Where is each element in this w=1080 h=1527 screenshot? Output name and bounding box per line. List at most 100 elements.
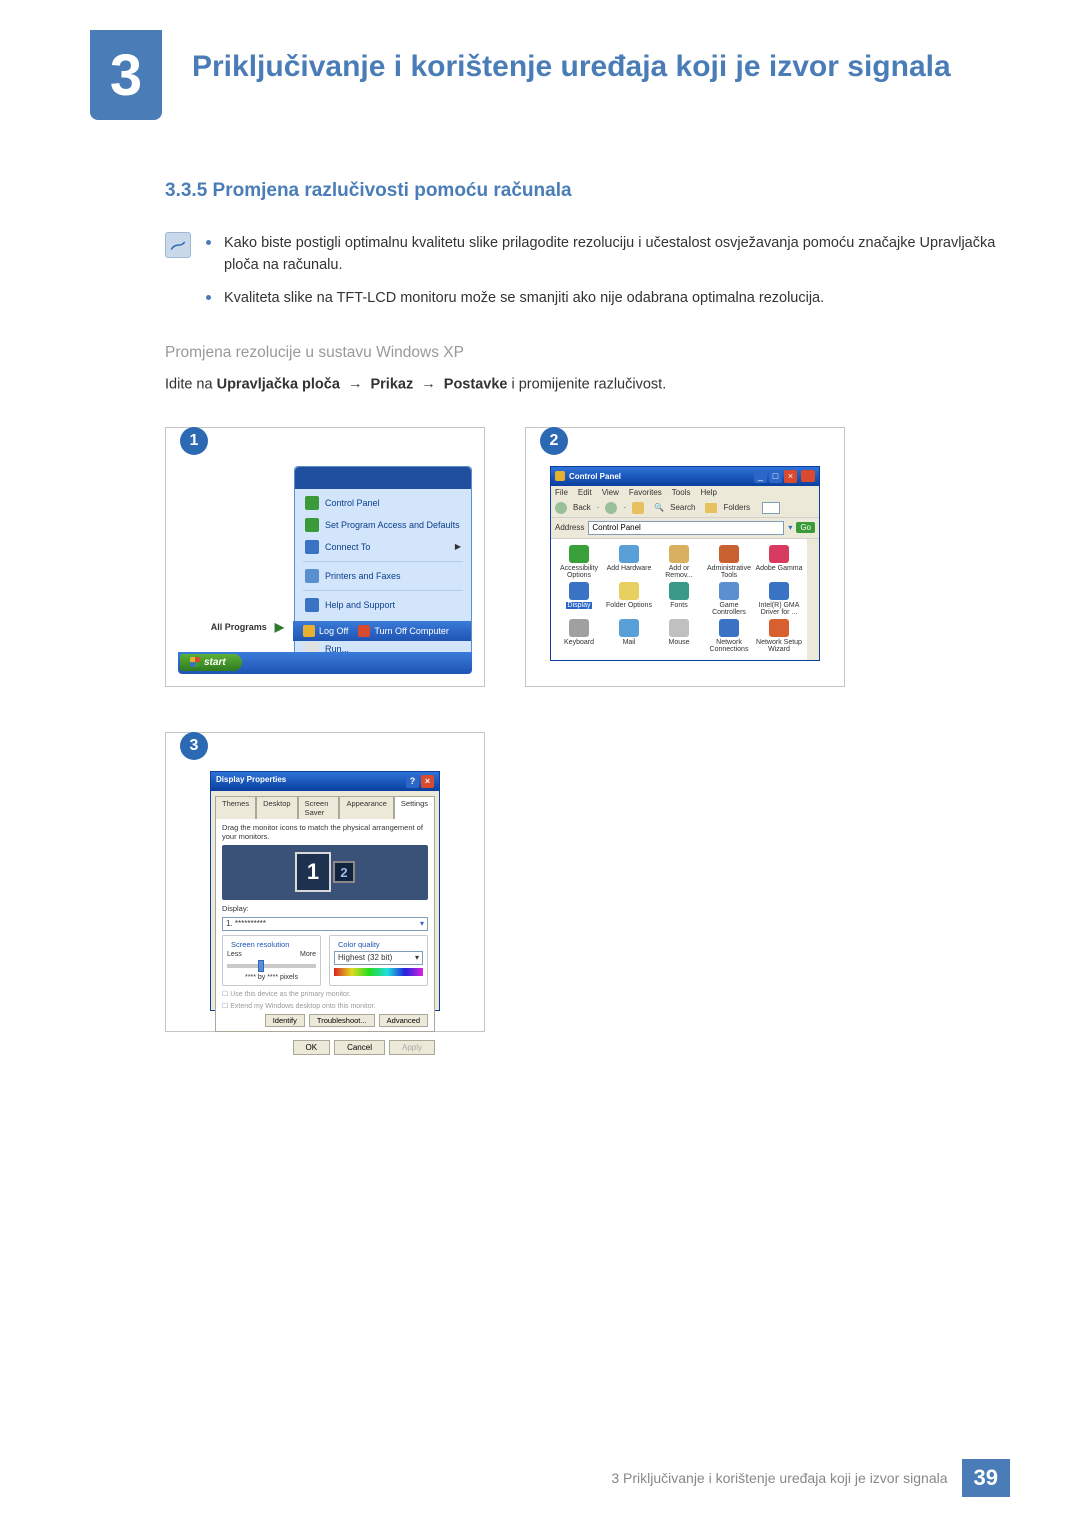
display-value: 1. ********** <box>226 919 266 928</box>
menu-item[interactable]: Favorites <box>629 488 662 497</box>
chapter-number-badge: 3 <box>90 30 162 120</box>
checkbox-extend[interactable]: ☐ Extend my Windows desktop onto this mo… <box>222 1002 428 1010</box>
group-title: Screen resolution <box>229 940 291 949</box>
window-title: Display Properties <box>216 775 406 788</box>
group-title: Color quality <box>336 940 382 949</box>
cp-item[interactable]: Intel(R) GMA Driver for ... <box>755 582 803 617</box>
note-list: Kako biste postigli optimalnu kvalitetu … <box>206 232 1010 319</box>
all-programs-row: All Programs ▶ <box>178 614 296 640</box>
cp-item[interactable]: Display <box>555 582 603 617</box>
search-label: Search <box>670 503 695 512</box>
cp-item[interactable]: Mail <box>605 619 653 654</box>
path-step: Prikaz <box>370 377 413 393</box>
tab[interactable]: Settings <box>394 796 435 819</box>
cp-item[interactable]: Accessibility Options <box>555 545 603 580</box>
start-label: start <box>204 657 226 668</box>
start-button[interactable]: start <box>180 654 242 671</box>
dropdown-icon[interactable]: ▾ <box>788 523 792 532</box>
maximize-icon[interactable]: □ <box>769 470 782 483</box>
chapter-header: 3 Priključivanje i korištenje uređaja ko… <box>0 0 1080 140</box>
window-buttons[interactable]: _ □ × <box>754 470 797 483</box>
cp-item[interactable]: Keyboard <box>555 619 603 654</box>
close-icon[interactable]: × <box>421 775 434 788</box>
logoff-label: Log Off <box>319 626 348 636</box>
text: i promijenite razlučivost. <box>507 377 666 393</box>
address-input[interactable] <box>588 521 784 535</box>
color-bar <box>334 968 423 976</box>
sub-heading: Promjena rezolucije u sustavu Windows XP <box>165 344 1010 362</box>
tab[interactable]: Themes <box>215 796 256 819</box>
minimize-icon[interactable]: _ <box>754 470 767 483</box>
cp-item[interactable]: Fonts <box>655 582 703 617</box>
monitor-preview[interactable]: 1 2 <box>222 845 428 900</box>
note-icon <box>165 232 191 258</box>
cp-item[interactable]: Network Connections <box>705 619 753 654</box>
start-menu-item[interactable]: Control Panel <box>295 492 471 514</box>
menu-item[interactable]: File <box>555 488 568 497</box>
cp-item[interactable]: Administrative Tools <box>705 545 753 580</box>
monitor-2[interactable]: 2 <box>333 861 355 883</box>
display-label: Display: <box>222 904 428 913</box>
arrow-icon: → <box>421 374 436 396</box>
text: Idite na <box>165 377 217 393</box>
folders-label: Folders <box>723 503 750 512</box>
cq-value: Highest (32 bit) <box>338 953 392 962</box>
start-menu-mock: Control PanelSet Program Access and Defa… <box>178 466 472 674</box>
menu-item[interactable]: Help <box>700 488 716 497</box>
go-button[interactable]: Go <box>796 522 815 533</box>
tab[interactable]: Screen Saver <box>298 796 340 819</box>
cp-item[interactable]: Add or Remov... <box>655 545 703 580</box>
dropdown-icon[interactable]: ▾ <box>415 953 419 962</box>
troubleshoot-button[interactable]: Troubleshoot... <box>309 1014 375 1027</box>
menu-bar[interactable]: File Edit View Favorites Tools Help <box>551 486 819 499</box>
figure-3: 3 Display Properties ? × ThemesDesktopSc… <box>165 732 485 1032</box>
close-icon[interactable]: × <box>784 470 797 483</box>
figures-row-2: 3 Display Properties ? × ThemesDesktopSc… <box>165 732 1010 1032</box>
page-number: 39 <box>962 1459 1010 1497</box>
advanced-button[interactable]: Advanced <box>379 1014 428 1027</box>
menu-item[interactable]: Tools <box>672 488 691 497</box>
address-bar[interactable]: Address ▾ Go <box>551 518 819 539</box>
tab-bar[interactable]: ThemesDesktopScreen SaverAppearanceSetti… <box>211 791 439 818</box>
path-sentence: Idite na Upravljačka ploča → Prikaz → Po… <box>165 374 1010 396</box>
scrollbar[interactable] <box>807 539 819 660</box>
control-panel-window: Control Panel _ □ × FileEditViewFavorite… <box>550 466 820 661</box>
note-block: Kako biste postigli optimalnu kvalitetu … <box>165 232 1010 319</box>
hint-text: Drag the monitor icons to match the phys… <box>222 823 428 841</box>
display-select[interactable]: 1. ********** ▾ <box>222 917 428 931</box>
toolbar[interactable]: Back · · 🔍Search Folders <box>551 499 819 518</box>
monitor-1[interactable]: 1 <box>295 852 331 892</box>
more-label: More <box>300 951 316 958</box>
menu-item[interactable]: View <box>602 488 619 497</box>
identify-button[interactable]: Identify <box>265 1014 305 1027</box>
cp-icon-grid[interactable]: Accessibility OptionsAdd HardwareAdd or … <box>551 539 807 660</box>
resolution-slider[interactable] <box>227 964 316 968</box>
triangle-icon: ▶ <box>275 620 284 634</box>
checkbox-primary[interactable]: ☐ Use this device as the primary monitor… <box>222 990 428 998</box>
menu-item[interactable]: Edit <box>578 488 592 497</box>
cp-item[interactable]: Game Controllers <box>705 582 753 617</box>
ok-button[interactable]: OK <box>293 1040 331 1055</box>
cp-item[interactable]: Adobe Gamma <box>755 545 803 580</box>
apply-button[interactable]: Apply <box>389 1040 435 1055</box>
start-menu-item[interactable]: Set Program Access and Defaults <box>295 514 471 536</box>
start-menu-item[interactable]: Help and Support <box>295 594 471 616</box>
start-menu-item[interactable]: Connect To▶ <box>295 536 471 558</box>
display-properties-window: Display Properties ? × ThemesDesktopScre… <box>210 771 440 1011</box>
start-menu-item[interactable]: Printers and Faxes <box>295 565 471 587</box>
cp-item[interactable]: Mouse <box>655 619 703 654</box>
address-label: Address <box>555 523 584 532</box>
tab[interactable]: Desktop <box>256 796 298 819</box>
cancel-button[interactable]: Cancel <box>334 1040 385 1055</box>
cp-item[interactable]: Folder Options <box>605 582 653 617</box>
windows-flag-icon <box>801 470 815 482</box>
view-icon[interactable] <box>762 502 780 514</box>
tab[interactable]: Appearance <box>339 796 393 819</box>
cp-item[interactable]: Network Setup Wizard <box>755 619 803 654</box>
dropdown-icon[interactable]: ▾ <box>420 919 424 928</box>
section-heading: 3.3.5 Promjena razlučivosti pomoću račun… <box>165 180 1010 202</box>
step-badge: 2 <box>540 427 568 455</box>
cp-item[interactable]: Add Hardware <box>605 545 653 580</box>
help-icon[interactable]: ? <box>406 775 419 788</box>
color-quality-select[interactable]: Highest (32 bit) ▾ <box>334 951 423 965</box>
